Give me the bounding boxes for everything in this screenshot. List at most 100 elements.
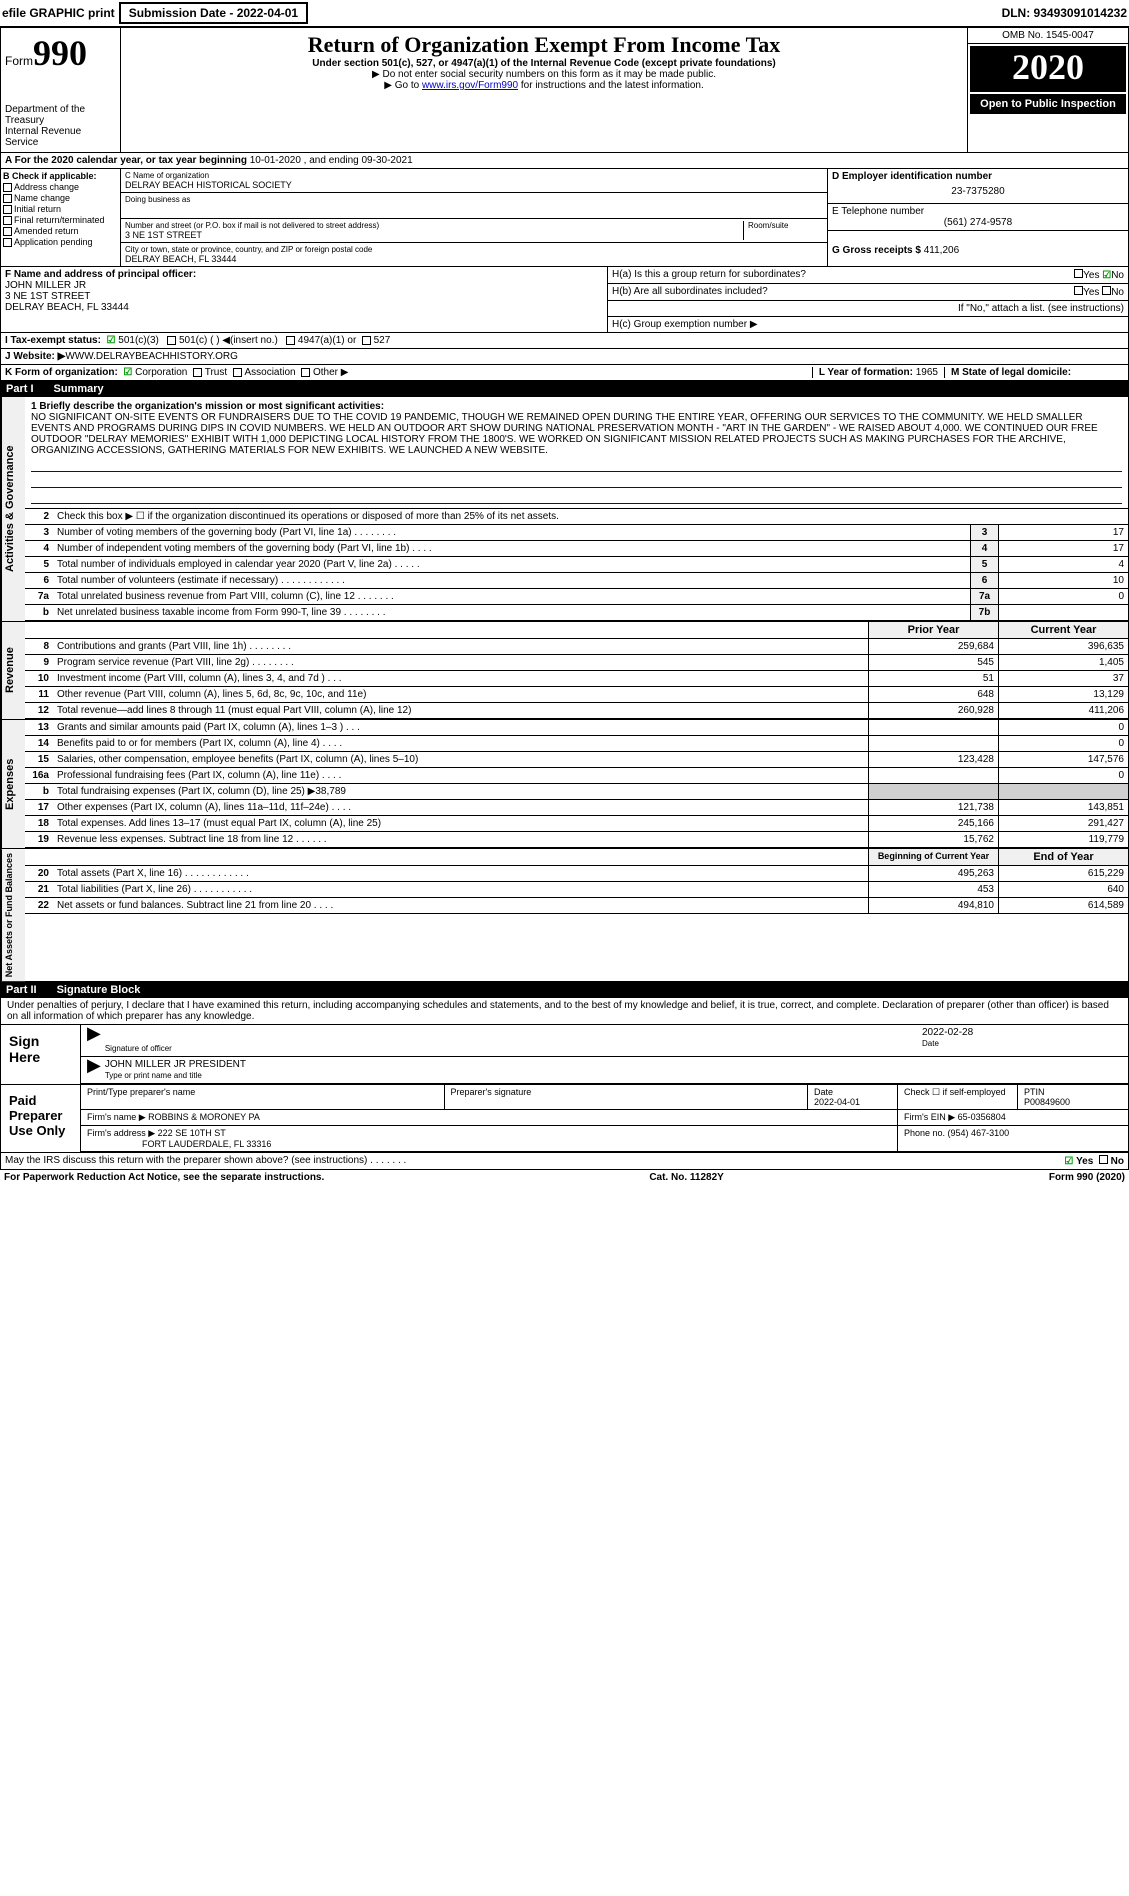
period-begin: 10-01-2020 [250, 155, 301, 166]
efile-label: efile GRAPHIC print [2, 6, 115, 20]
street-label: Number and street (or P.O. box if mail i… [125, 221, 743, 230]
line-item: 12Total revenue—add lines 8 through 11 (… [25, 703, 1128, 719]
period-row: A For the 2020 calendar year, or tax yea… [0, 153, 1129, 169]
blank-line [31, 474, 1122, 488]
chk-assoc[interactable] [233, 368, 242, 377]
prep-date: 2022-04-01 [814, 1097, 860, 1107]
hc-label: H(c) Group exemption number ▶ [612, 319, 758, 330]
perjury-statement: Under penalties of perjury, I declare th… [1, 998, 1128, 1025]
prep-sig-label: Preparer's signature [445, 1085, 809, 1109]
chk-amended[interactable] [3, 227, 12, 236]
dln-value: DLN: 93493091014232 [1002, 6, 1127, 20]
gross-label: G Gross receipts $ [832, 245, 924, 256]
chk-501c[interactable] [167, 336, 176, 345]
line-item: 14Benefits paid to or for members (Part … [25, 736, 1128, 752]
discuss-no[interactable] [1099, 1155, 1108, 1164]
column-b: B Check if applicable: Address change Na… [1, 169, 121, 266]
chk-trust[interactable] [193, 368, 202, 377]
firm-address: 222 SE 10TH ST [158, 1128, 226, 1138]
form-number: 990 [33, 32, 87, 74]
hb-no[interactable] [1102, 286, 1111, 295]
chk-corp: ☑ [123, 367, 132, 378]
irs-link[interactable]: www.irs.gov/Form990 [422, 80, 518, 91]
line-item: 20Total assets (Part X, line 16) . . . .… [25, 866, 1128, 882]
form-word: Form [5, 54, 33, 68]
tel-label: E Telephone number [832, 206, 1124, 217]
chk-4947[interactable] [286, 336, 295, 345]
h-section: H(a) Is this a group return for subordin… [608, 267, 1128, 332]
line-item: 7aTotal unrelated business revenue from … [25, 589, 1128, 605]
mission-text: NO SIGNIFICANT ON-SITE EVENTS OR FUNDRAI… [31, 412, 1098, 456]
self-employed: Check ☐ if self-employed [898, 1085, 1018, 1109]
firm-name: ROBBINS & MORONEY PA [148, 1112, 260, 1122]
line-item: 15Salaries, other compensation, employee… [25, 752, 1128, 768]
ha-yes[interactable] [1074, 269, 1083, 278]
row-f-hi: F Name and address of principal officer:… [0, 267, 1129, 333]
chk-address-change[interactable] [3, 183, 12, 192]
line-item: 18Total expenses. Add lines 13–17 (must … [25, 816, 1128, 832]
sign-here-label: Sign Here [1, 1025, 81, 1084]
chk-final-return[interactable] [3, 216, 12, 225]
submission-date-box: Submission Date - 2022-04-01 [119, 2, 308, 24]
form-title: Return of Organization Exempt From Incom… [129, 32, 959, 58]
header-right: OMB No. 1545-0047 2020 Open to Public In… [968, 28, 1128, 152]
ha-label: H(a) Is this a group return for subordin… [612, 269, 806, 281]
revenue-block: Revenue Prior Year Current Year 8Contrib… [0, 622, 1129, 720]
chk-application[interactable] [3, 238, 12, 247]
gross-value: 411,206 [924, 245, 959, 256]
header-center: Return of Organization Exempt From Incom… [121, 28, 968, 152]
current-year-header: Current Year [998, 622, 1128, 638]
column-de: D Employer identification number 23-7375… [828, 169, 1128, 266]
line-item: 10Investment income (Part VIII, column (… [25, 671, 1128, 687]
chk-initial-return[interactable] [3, 205, 12, 214]
ha-no-check: ☑ [1102, 270, 1111, 281]
line-item: 8Contributions and grants (Part VIII, li… [25, 639, 1128, 655]
expenses-block: Expenses 13Grants and similar amounts pa… [0, 720, 1129, 849]
state-domicile-label: M State of legal domicile: [951, 367, 1071, 378]
room-label: Room/suite [748, 221, 823, 230]
line-item: 16aProfessional fundraising fees (Part I… [25, 768, 1128, 784]
chk-527[interactable] [362, 336, 371, 345]
city-state-zip: DELRAY BEACH, FL 33444 [125, 254, 823, 264]
chk-501c3: ☑ [107, 335, 116, 346]
side-net-assets: Net Assets or Fund Balances [1, 849, 25, 981]
column-c: C Name of organization DELRAY BEACH HIST… [121, 169, 828, 266]
chk-name-change[interactable] [3, 194, 12, 203]
col-b-heading: B Check if applicable: [3, 171, 97, 181]
principal-officer: F Name and address of principal officer:… [1, 267, 608, 332]
tax-exempt-row: I Tax-exempt status: ☑ 501(c)(3) 501(c) … [0, 333, 1129, 349]
cat-number: Cat. No. 11282Y [649, 1172, 723, 1183]
department: Department of the Treasury Internal Reve… [5, 104, 116, 148]
line-item: 21Total liabilities (Part X, line 26) . … [25, 882, 1128, 898]
line-item: 3Number of voting members of the governi… [25, 525, 1128, 541]
tel-value: (561) 274-9578 [832, 217, 1124, 228]
subtitle-2: ▶ Do not enter social security numbers o… [129, 69, 959, 80]
net-assets-block: Net Assets or Fund Balances Beginning of… [0, 849, 1129, 982]
period-end: 09-30-2021 [362, 155, 413, 166]
chk-other[interactable] [301, 368, 310, 377]
hb-label: H(b) Are all subordinates included? [612, 286, 768, 298]
governance-block: Activities & Governance 1 Briefly descri… [0, 397, 1129, 622]
signature-area: Under penalties of perjury, I declare th… [0, 998, 1129, 1153]
form-footer: Form 990 (2020) [1049, 1172, 1125, 1183]
officer-name-title: JOHN MILLER JR PRESIDENT [105, 1059, 1122, 1070]
firm-phone: (954) 467-3100 [948, 1128, 1010, 1138]
section-bcde: B Check if applicable: Address change Na… [0, 169, 1129, 267]
hb-note: If "No," attach a list. (see instruction… [958, 303, 1124, 314]
org-name-label: C Name of organization [125, 171, 823, 180]
officer-name: JOHN MILLER JR [5, 280, 86, 291]
line-item: 2Check this box ▶ ☐ if the organization … [25, 509, 1128, 525]
line-item: 11Other revenue (Part VIII, column (A), … [25, 687, 1128, 703]
blank-line [31, 490, 1122, 504]
line-item: 9Program service revenue (Part VIII, lin… [25, 655, 1128, 671]
hb-yes[interactable] [1074, 286, 1083, 295]
form-header: Form 990 Department of the Treasury Inte… [0, 27, 1129, 153]
city-label: City or town, state or province, country… [125, 245, 823, 254]
side-governance: Activities & Governance [1, 397, 25, 621]
open-to-public: Open to Public Inspection [970, 94, 1126, 114]
prep-name-label: Print/Type preparer's name [81, 1085, 445, 1109]
firm-ein: 65-0356804 [958, 1112, 1006, 1122]
line-item: 17Other expenses (Part IX, column (A), l… [25, 800, 1128, 816]
side-expenses: Expenses [1, 720, 25, 848]
side-revenue: Revenue [1, 622, 25, 719]
